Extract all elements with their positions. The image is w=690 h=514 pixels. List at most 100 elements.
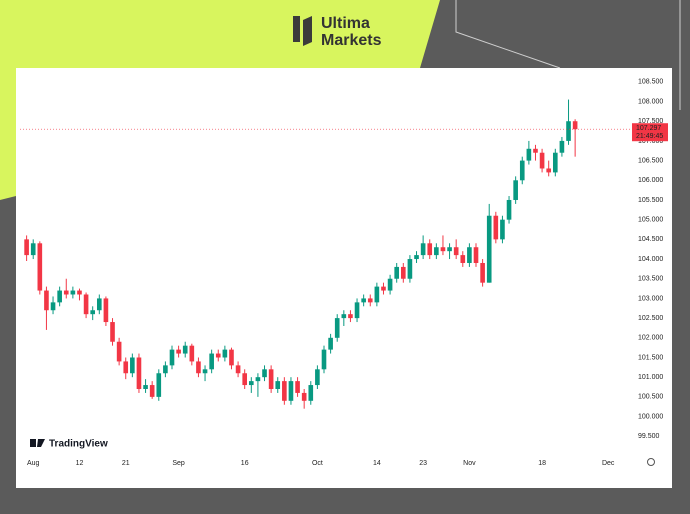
candle-body	[156, 373, 162, 397]
y-tick-label: 106.500	[638, 157, 663, 164]
candle-body	[374, 286, 380, 303]
x-tick-label: Dec	[602, 460, 615, 467]
watermark-text: TradingView	[49, 439, 108, 450]
watermark: TradingView	[30, 439, 108, 450]
candle-body	[493, 215, 499, 240]
candle-body	[202, 369, 208, 374]
y-tick-label: 107.500	[638, 118, 663, 125]
x-tick-label: 18	[538, 460, 546, 467]
candle-body	[215, 353, 221, 358]
candle-body	[407, 259, 413, 279]
candle-body	[552, 152, 558, 173]
candle-body	[70, 290, 76, 295]
candle-body	[235, 365, 241, 374]
y-tick-label: 108.000	[638, 98, 663, 105]
logo-text: Ultima	[321, 15, 370, 32]
candle-body	[361, 298, 366, 303]
candle-body	[341, 314, 347, 319]
candle-body	[414, 255, 419, 260]
candle-body	[149, 385, 155, 397]
candle-body	[189, 345, 195, 362]
candle-body	[209, 353, 214, 370]
candle-body	[308, 385, 314, 401]
candle-body	[110, 322, 115, 342]
y-tick-label: 103.500	[638, 276, 663, 283]
y-tick-label: 102.000	[638, 335, 663, 342]
countdown-label: 21:49:45	[636, 133, 663, 140]
candle-body	[242, 373, 248, 386]
x-tick-label: 21	[122, 460, 130, 467]
candle-body	[453, 247, 459, 256]
plot: 99.500 100.000 100.500 101.000 101.500 102.00…	[20, 79, 668, 467]
candle-body	[328, 337, 333, 350]
y-tick-label: 108.500	[638, 79, 663, 86]
logo-mark	[303, 16, 312, 46]
candle-body	[143, 385, 148, 389]
candle-body	[136, 357, 142, 389]
x-tick-label: Aug	[27, 460, 40, 467]
candle-body	[354, 302, 360, 319]
candle-body	[301, 392, 307, 401]
x-tick-label: 14	[373, 460, 381, 467]
candle-body	[50, 302, 56, 311]
candle-body	[427, 243, 433, 256]
candle-body	[519, 160, 525, 181]
candle-body	[268, 369, 274, 389]
candle-body	[116, 341, 122, 362]
logo-text: Markets	[321, 32, 382, 49]
candle-body	[572, 121, 578, 130]
candle-body	[513, 180, 518, 200]
candle-body	[467, 247, 472, 263]
candle-body	[460, 255, 466, 263]
candle-body	[163, 365, 168, 374]
candle-body	[103, 298, 109, 323]
candle-body	[123, 361, 129, 374]
deco-line	[455, 0, 561, 69]
candle-body	[229, 349, 234, 366]
settings-icon[interactable]	[647, 458, 655, 466]
candle-body	[57, 290, 62, 303]
candle-body	[480, 262, 485, 283]
watermark-icon	[37, 439, 45, 447]
x-tick-label: Sep	[172, 460, 185, 467]
candle-body	[447, 247, 452, 252]
candle-body	[486, 215, 492, 283]
candle-body	[196, 361, 201, 374]
candle-body	[381, 286, 386, 291]
y-tick-label: 105.500	[638, 197, 663, 204]
candle-body	[90, 310, 96, 315]
candle-body	[348, 314, 353, 319]
candle-body	[275, 381, 281, 389]
candle-body	[394, 266, 400, 279]
candle-body	[440, 247, 446, 252]
x-tick-label: 23	[419, 460, 427, 467]
y-tick-label: 100.000	[638, 413, 663, 420]
candle-body	[222, 349, 228, 358]
watermark-icon	[30, 439, 36, 447]
candle-body	[96, 298, 102, 311]
candle-body	[315, 369, 320, 386]
candle-body	[248, 381, 254, 386]
y-tick-label: 106.000	[638, 177, 663, 184]
candle-body	[559, 140, 565, 153]
y-tick-label: 102.500	[638, 315, 663, 322]
chart-panel	[16, 68, 672, 488]
y-tick-label: 104.500	[638, 236, 663, 243]
y-tick-label: 107.000	[638, 138, 663, 145]
candle-body	[24, 239, 29, 256]
candle-body	[506, 199, 512, 220]
x-tick-label: 12	[76, 460, 84, 467]
candle-body	[434, 247, 439, 256]
x-tick-label: 16	[241, 460, 249, 467]
candle-body	[526, 148, 532, 161]
candle-body	[539, 152, 545, 169]
x-tick-label: Oct	[312, 460, 323, 467]
y-tick-label: 104.000	[638, 256, 663, 263]
candle-body	[30, 243, 36, 256]
candle-body	[546, 168, 552, 173]
candle-body	[533, 148, 538, 153]
logo: Ultima Markets	[293, 15, 382, 49]
candle-body	[182, 345, 188, 354]
candle-body	[63, 290, 69, 295]
last-price-label: 107.297	[636, 125, 661, 132]
